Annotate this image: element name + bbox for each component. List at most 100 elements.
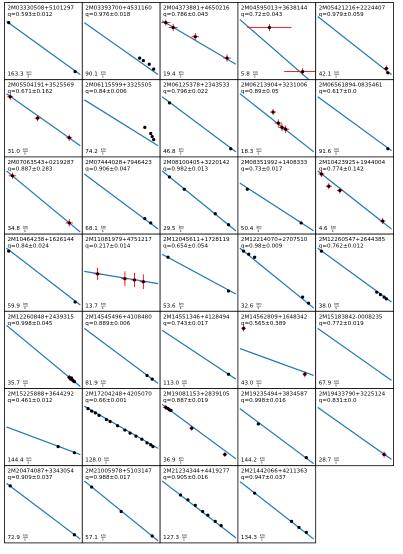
unit-km: km — [27, 457, 32, 461]
unit-s: s — [24, 306, 26, 310]
panel-title: 2M03330508+5101297 — [8, 6, 75, 12]
panel-period: 28.7 — [319, 458, 332, 464]
panel-period: 81.9 — [85, 381, 98, 387]
data-point — [150, 534, 154, 538]
unit-s: s — [105, 461, 107, 465]
data-point — [297, 525, 301, 530]
panel-period: 43.0 — [241, 381, 254, 387]
unit-km: km — [334, 302, 339, 306]
data-point — [145, 441, 149, 445]
fit-line — [161, 96, 237, 153]
data-point — [73, 69, 77, 74]
panel-q: q=0.889±0.006 — [85, 321, 130, 327]
unit-km: km — [101, 148, 106, 152]
fit-line — [239, 19, 315, 85]
data-point — [386, 71, 390, 75]
panel-q: q=0.73±0.017 — [241, 166, 283, 172]
data-point — [167, 175, 172, 179]
unit-s: s — [102, 229, 104, 233]
panel-title: 2M14545496+4108480 — [85, 314, 152, 320]
data-point — [284, 127, 288, 131]
data-point — [128, 431, 132, 435]
data-point — [201, 509, 205, 514]
data-point — [8, 484, 12, 488]
panel-q: q=0.998±0.045 — [8, 321, 53, 327]
panel-title: 2M21442066+4211363 — [241, 469, 308, 475]
panel-frame — [4, 79, 83, 158]
data-point — [132, 278, 137, 282]
data-point — [223, 452, 227, 457]
fit-line — [161, 253, 237, 295]
panel-q: q=0.796±0.022 — [163, 89, 208, 95]
data-point — [229, 147, 233, 151]
data-point — [206, 513, 210, 517]
data-point — [253, 491, 257, 495]
data-point — [143, 217, 147, 221]
fit-line — [161, 170, 237, 232]
data-point — [226, 372, 231, 376]
data-point — [7, 21, 11, 25]
panel-q: q=0.98±0.009 — [241, 244, 283, 250]
panel-title: 2M06115599+3325505 — [85, 83, 152, 89]
data-point — [134, 434, 138, 438]
data-point — [149, 131, 153, 136]
unit-km: km — [179, 225, 184, 229]
data-point — [304, 455, 308, 460]
panel-title: 2M07444028+7946423 — [85, 160, 152, 166]
panel-q: q=0.762±0.012 — [319, 244, 364, 250]
panel-period: 144.4 — [8, 458, 24, 464]
data-point — [97, 413, 101, 417]
unit-s: s — [335, 461, 337, 465]
unit-s: s — [24, 383, 26, 387]
panel-frame — [81, 465, 161, 544]
data-point — [327, 184, 331, 188]
panel-period: 18.3 — [241, 149, 254, 155]
data-point — [193, 503, 197, 508]
panel-q: q=0.905±0.016 — [163, 475, 208, 481]
unit-s: s — [180, 229, 182, 233]
data-point — [150, 377, 154, 381]
panel-q: q=0.947±0.037 — [241, 475, 286, 481]
fit-line — [317, 16, 392, 76]
data-point — [73, 300, 77, 304]
data-point — [299, 221, 303, 225]
data-point — [245, 187, 249, 191]
data-point — [35, 116, 40, 120]
data-point — [69, 376, 74, 380]
panel-q: q=0.909±0.037 — [8, 475, 53, 481]
data-point — [382, 295, 386, 299]
panel-q: q=0.84±0.024 — [8, 244, 50, 250]
data-point — [152, 138, 156, 142]
fit-line — [317, 406, 392, 460]
panel-frame — [237, 388, 317, 467]
panel-title: 2M19433790+3225124 — [319, 392, 386, 398]
data-point — [140, 437, 144, 441]
panel-title: 2M14562809+1648342 — [241, 314, 307, 320]
panel-frame — [159, 233, 239, 312]
panel-q: q=0.979±0.059 — [319, 12, 364, 18]
panel-q: q=0.565±0.389 — [241, 321, 286, 327]
panel-q: q=0.831±0.0 — [319, 398, 357, 404]
unit-km: km — [179, 457, 184, 461]
panel-q: q=0.988±0.017 — [85, 475, 130, 481]
panel-q: q=0.84±0.006 — [85, 89, 127, 95]
fit-line — [83, 22, 159, 76]
unit-s: s — [261, 538, 263, 542]
panel-title: 2M03393700+4531160 — [85, 6, 152, 12]
unit-s: s — [24, 229, 26, 233]
data-point — [178, 493, 183, 497]
fit-line — [161, 329, 237, 380]
panel-q: q=0.772±0.019 — [319, 321, 364, 327]
panel-q: q=0.217±0.014 — [85, 244, 130, 250]
panel-q: q=0.671±0.162 — [8, 89, 53, 95]
unit-km: km — [23, 379, 28, 383]
